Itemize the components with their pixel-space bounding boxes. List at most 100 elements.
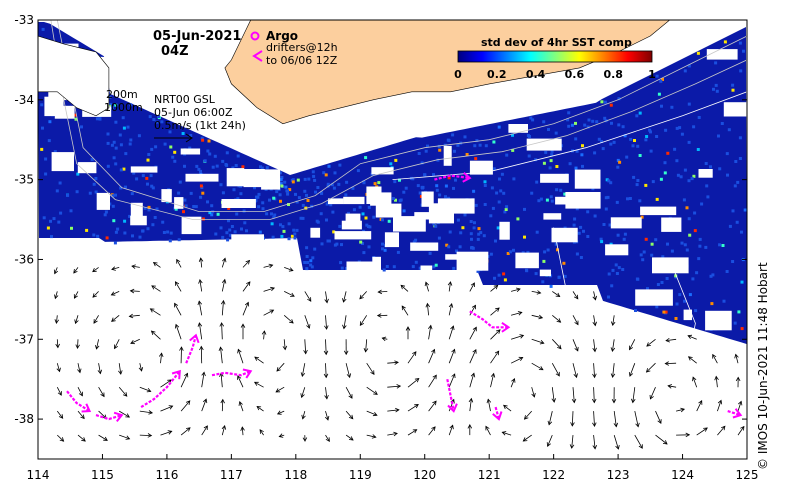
sst-pixel bbox=[307, 177, 311, 181]
current-vector-head bbox=[97, 369, 103, 375]
sst-pixel bbox=[280, 184, 284, 188]
current-vector-line bbox=[160, 405, 173, 412]
current-vector-line bbox=[151, 330, 161, 340]
sst-pixel bbox=[197, 167, 201, 171]
current-vector-head bbox=[78, 391, 83, 397]
sst-pixel bbox=[418, 266, 422, 270]
current-vector bbox=[160, 430, 173, 436]
sst-pixel bbox=[680, 241, 684, 245]
sst-pixel bbox=[696, 51, 700, 55]
current-vector-line bbox=[469, 282, 475, 292]
current-vector bbox=[92, 267, 99, 273]
current-vector-line bbox=[279, 434, 285, 437]
current-vector-head bbox=[714, 375, 719, 381]
sst-pixel bbox=[470, 246, 474, 249]
sst-coverage bbox=[38, 22, 747, 345]
sst-pixel bbox=[155, 120, 159, 124]
sst-pixel bbox=[650, 242, 654, 246]
sst-pixel bbox=[573, 217, 577, 221]
current-vector-head bbox=[472, 326, 477, 332]
current-vector bbox=[490, 329, 501, 340]
sst-pixel bbox=[189, 191, 193, 195]
current-vector bbox=[342, 315, 347, 330]
current-vector-line bbox=[692, 377, 698, 388]
sst-pixel bbox=[632, 175, 636, 179]
current-vector bbox=[629, 339, 636, 351]
current-vector-head bbox=[150, 330, 156, 336]
current-vector bbox=[676, 407, 686, 413]
current-vector-line bbox=[634, 411, 639, 427]
sst-pixel bbox=[326, 182, 330, 186]
sst-pixel bbox=[183, 198, 187, 202]
current-vector-head bbox=[432, 374, 437, 380]
current-vector bbox=[501, 431, 512, 436]
current-vector-line bbox=[325, 339, 327, 355]
current-vector-head bbox=[363, 348, 369, 353]
sst-pixel bbox=[146, 182, 149, 186]
sst-pixel bbox=[539, 197, 543, 201]
cloud-gap bbox=[698, 169, 713, 178]
drifter-track-line bbox=[434, 174, 470, 181]
current-vector-line bbox=[77, 339, 79, 349]
current-vector-head bbox=[245, 259, 251, 265]
sst-pixel bbox=[616, 165, 620, 169]
current-vector-head bbox=[324, 415, 330, 421]
cloud-gap bbox=[375, 203, 402, 218]
current-vector-line bbox=[199, 279, 203, 292]
current-vector bbox=[448, 424, 454, 436]
sst-pixel bbox=[612, 140, 616, 144]
sst-pixel bbox=[311, 170, 315, 174]
sst-pixel bbox=[404, 186, 408, 190]
current-vector-head bbox=[467, 423, 473, 429]
current-vector bbox=[510, 378, 516, 388]
sst-pixel bbox=[597, 137, 601, 141]
credit-text: © IMOS 10-Jun-2021 11:48 Hobart bbox=[756, 262, 770, 470]
sst-pixel bbox=[550, 153, 554, 157]
current-vector-line bbox=[276, 362, 285, 372]
current-vector bbox=[158, 352, 164, 364]
current-vector-line bbox=[548, 411, 553, 425]
current-scale-arrow bbox=[154, 133, 193, 143]
current-vector-line bbox=[448, 281, 451, 292]
sst-pixel bbox=[76, 172, 80, 176]
current-vector-head bbox=[174, 323, 180, 329]
current-vector-line bbox=[629, 363, 636, 377]
cloud-gap bbox=[261, 169, 281, 190]
current-vector-line bbox=[469, 373, 475, 388]
sst-pixel bbox=[211, 165, 215, 169]
current-vector-head bbox=[219, 322, 225, 327]
sst-pixel bbox=[373, 182, 377, 186]
current-vector-head bbox=[138, 366, 144, 372]
sst-pixel bbox=[447, 176, 451, 180]
current-vector-head bbox=[73, 294, 78, 299]
current-vector-head bbox=[495, 307, 500, 312]
sst-pixel bbox=[617, 123, 621, 127]
current-vector-line bbox=[572, 387, 575, 403]
current-vector-line bbox=[237, 349, 244, 364]
current-vector-head bbox=[151, 285, 156, 290]
drifter-track bbox=[727, 408, 743, 419]
current-vector bbox=[342, 291, 347, 303]
current-vector bbox=[180, 372, 189, 388]
sst-pixel bbox=[452, 186, 455, 190]
current-vector-head bbox=[125, 413, 131, 418]
current-vector-head bbox=[638, 444, 643, 449]
current-vector bbox=[110, 291, 120, 296]
drifter-arrowhead bbox=[492, 411, 503, 421]
drifter-arrowhead bbox=[501, 321, 511, 333]
current-vector bbox=[345, 363, 352, 379]
current-vector bbox=[359, 291, 367, 300]
current-vector-line bbox=[254, 356, 264, 364]
current-vector-line bbox=[200, 258, 203, 268]
sst-pixel bbox=[478, 143, 482, 147]
current-vector-line bbox=[510, 335, 524, 340]
current-vector-head bbox=[324, 325, 329, 330]
current-vector-head bbox=[471, 304, 476, 310]
current-vector-line bbox=[111, 291, 120, 296]
current-vector-head bbox=[538, 314, 544, 320]
sst-pixel bbox=[122, 167, 126, 171]
sst-pixel bbox=[534, 272, 538, 276]
current-vector-line bbox=[650, 387, 656, 400]
sst-pixel bbox=[330, 183, 334, 187]
current-vector-head bbox=[259, 429, 264, 434]
